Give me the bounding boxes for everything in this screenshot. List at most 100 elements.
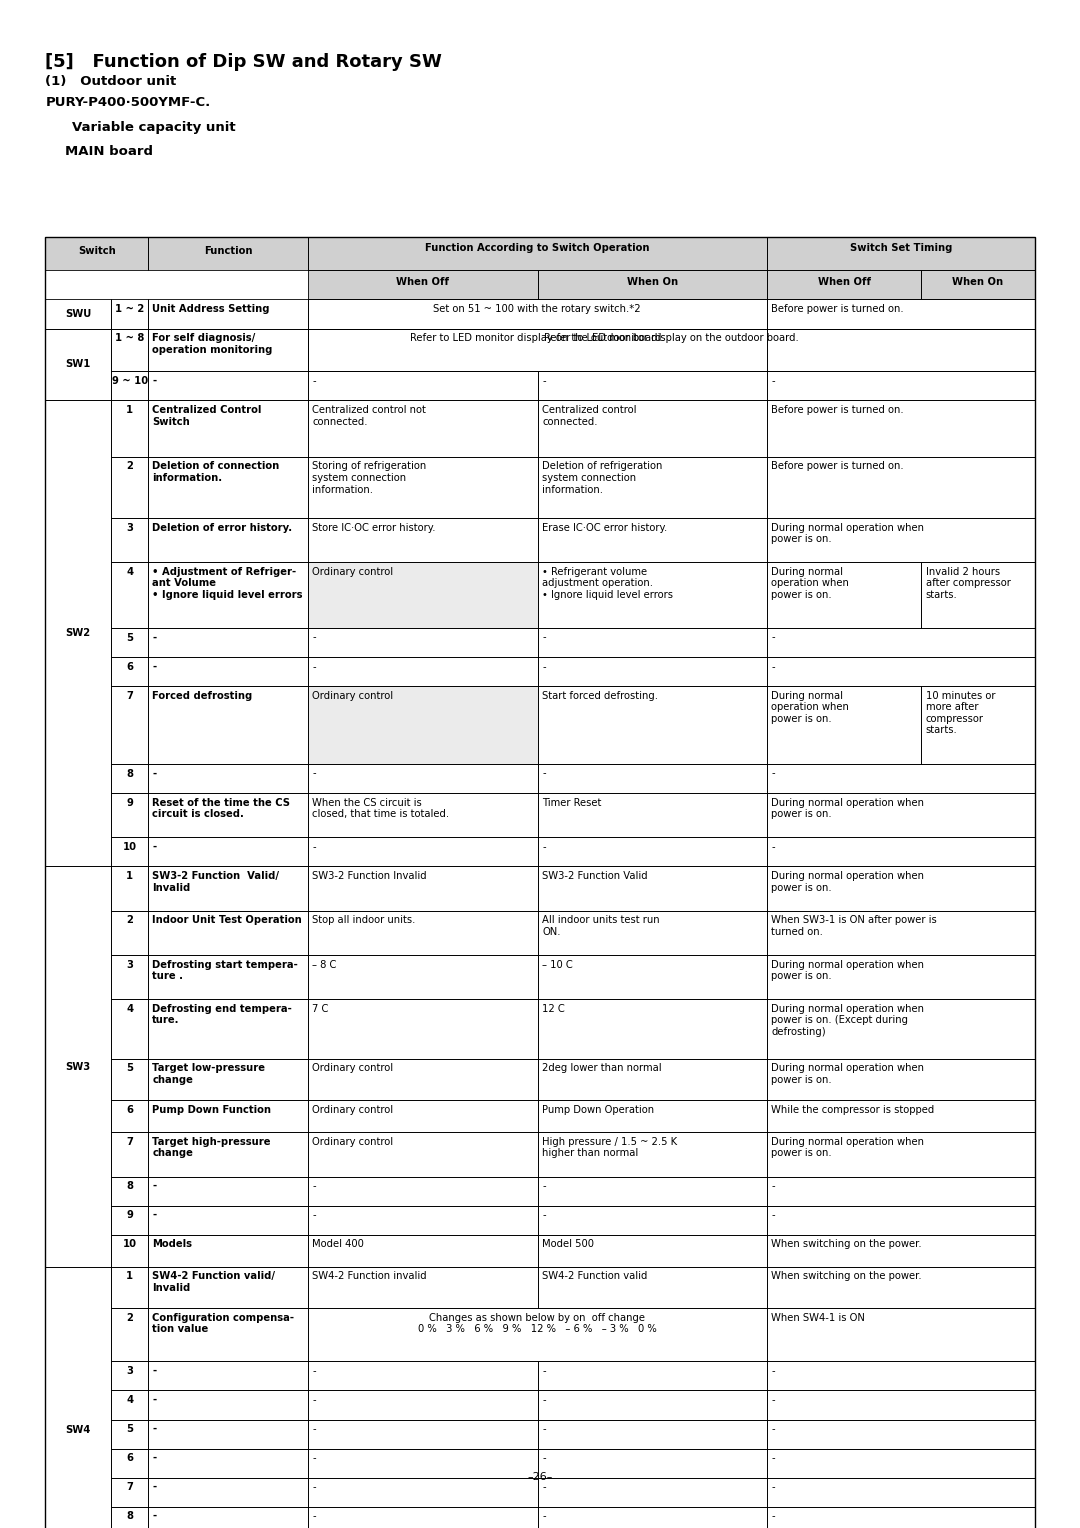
Text: -: - [771,1210,774,1221]
Bar [45,400,111,866]
Text: Centralized control not
connected.: Centralized control not connected. [312,405,426,426]
Bar [767,1308,1035,1361]
Text: Before power is turned on.: Before power is turned on. [771,304,904,315]
Bar [308,1059,538,1100]
Bar [767,1478,1035,1507]
Text: -: - [542,1210,545,1221]
Text: 2: 2 [126,915,133,926]
Text: SW4-2 Function invalid: SW4-2 Function invalid [312,1271,427,1282]
Bar [538,1206,767,1235]
Text: 5: 5 [126,1424,133,1435]
Bar [767,299,1035,329]
Bar [767,400,1035,457]
Bar [111,1478,148,1507]
Bar [148,1100,308,1132]
Text: Stop all indoor units.: Stop all indoor units. [312,915,416,926]
Bar [538,955,767,999]
Bar [148,299,308,329]
Bar [308,329,767,371]
Text: 8: 8 [126,769,133,779]
Text: SW3: SW3 [66,1062,91,1071]
Bar [308,270,538,299]
Text: SWU: SWU [65,309,92,319]
Text: -: - [771,1453,774,1464]
Bar [111,329,148,371]
Bar [538,1361,767,1390]
Text: -: - [312,633,315,643]
Bar [111,837,148,866]
Bar [921,562,1035,628]
Text: 6: 6 [126,1453,133,1464]
Bar [767,1390,1035,1420]
Bar [308,1267,538,1308]
Text: Store IC·OC error history.: Store IC·OC error history. [312,523,435,533]
Bar [308,1177,538,1206]
Bar [767,562,921,628]
Bar [538,562,767,628]
Bar [111,793,148,837]
Bar [538,628,767,657]
Bar [111,1132,148,1177]
Text: 7: 7 [126,1482,133,1493]
Bar [538,1059,767,1100]
Bar [308,400,538,457]
Bar [111,686,148,764]
Bar [767,237,1035,270]
Text: Unit Address Setting: Unit Address Setting [152,304,270,315]
Text: All indoor units test run
ON.: All indoor units test run ON. [542,915,660,937]
Bar [538,1100,767,1132]
Bar [308,764,538,793]
Text: -: - [312,769,315,779]
Bar [148,1507,308,1528]
Text: SW4: SW4 [66,1426,91,1435]
Text: Forced defrosting: Forced defrosting [152,691,253,701]
Bar [767,911,1035,955]
Text: Ordinary control: Ordinary control [312,691,393,701]
Text: 2deg lower than normal: 2deg lower than normal [542,1063,662,1074]
Bar [148,764,308,793]
Text: High pressure / 1.5 ~ 2.5 K
higher than normal: High pressure / 1.5 ~ 2.5 K higher than … [542,1137,677,1158]
Text: 1 ~ 2: 1 ~ 2 [114,304,145,315]
Text: 1 ~ 8: 1 ~ 8 [114,333,145,344]
Text: 7: 7 [126,691,133,701]
Text: SW2: SW2 [66,628,91,639]
Text: Model 500: Model 500 [542,1239,594,1250]
Text: Defrosting start tempera-
ture .: Defrosting start tempera- ture . [152,960,298,981]
Bar [921,686,1035,764]
Bar [111,764,148,793]
Bar [111,1267,148,1308]
Text: -: - [312,842,315,853]
Bar [767,1507,1035,1528]
Text: 9 ~ 10: 9 ~ 10 [111,376,148,387]
Bar [45,237,148,270]
Text: During normal operation when
power is on.: During normal operation when power is on… [771,1137,924,1158]
Text: Refer to LED monitor display on the outdoor board.: Refer to LED monitor display on the outd… [544,333,798,344]
Bar [148,1177,308,1206]
Bar [767,518,1035,562]
Bar [767,1235,1035,1267]
Bar [308,1449,538,1478]
Text: -: - [312,1482,315,1493]
Text: When On: When On [626,277,678,287]
Bar [308,911,538,955]
Bar [538,1478,767,1507]
Text: -: - [152,1482,157,1493]
Bar [111,657,148,686]
Bar [308,628,538,657]
Text: Deletion of connection
information.: Deletion of connection information. [152,461,280,483]
Text: 4: 4 [126,1004,133,1015]
Bar [111,400,148,457]
Bar [767,999,1035,1059]
Bar [148,955,308,999]
Bar [308,329,1035,371]
Text: 1: 1 [126,1271,133,1282]
Bar [308,1507,538,1528]
Bar [308,1206,538,1235]
Text: (1)   Outdoor unit: (1) Outdoor unit [45,75,177,89]
Text: Before power is turned on.: Before power is turned on. [771,461,904,472]
Text: When Off: When Off [818,277,870,287]
Bar [148,1206,308,1235]
Text: 3: 3 [126,960,133,970]
Text: During normal operation when
power is on.: During normal operation when power is on… [771,798,924,819]
Bar [111,1390,148,1420]
